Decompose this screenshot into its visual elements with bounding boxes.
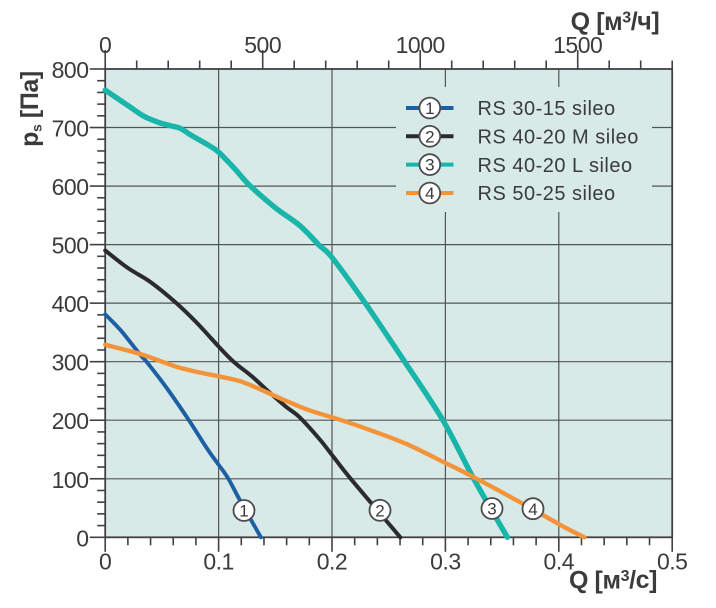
svg-text:0: 0	[99, 32, 111, 58]
svg-text:RS 40-20 M sileo: RS 40-20 M sileo	[478, 127, 639, 149]
svg-text:2: 2	[425, 127, 434, 146]
svg-text:3: 3	[425, 156, 434, 175]
svg-text:0.1: 0.1	[203, 549, 233, 575]
svg-text:Q [м3/с]: Q [м3/с]	[569, 566, 657, 594]
svg-text:RS 50-25 sileo: RS 50-25 sileo	[478, 183, 616, 205]
svg-text:500: 500	[244, 32, 281, 58]
svg-text:600: 600	[52, 174, 89, 200]
svg-text:0.5: 0.5	[657, 549, 687, 575]
svg-text:500: 500	[52, 233, 89, 259]
svg-text:0.3: 0.3	[430, 549, 460, 575]
svg-text:100: 100	[52, 467, 89, 493]
svg-text:1: 1	[425, 99, 434, 118]
svg-text:Q [м3/ч]: Q [м3/ч]	[571, 8, 660, 36]
svg-text:4: 4	[425, 184, 434, 203]
svg-text:0: 0	[76, 525, 88, 551]
svg-text:RS 40-20 L sileo: RS 40-20 L sileo	[478, 155, 633, 177]
svg-text:1: 1	[239, 502, 248, 521]
svg-text:400: 400	[52, 291, 89, 317]
svg-text:300: 300	[52, 350, 89, 376]
svg-text:700: 700	[52, 116, 89, 142]
svg-text:0.4: 0.4	[544, 549, 575, 575]
svg-text:1500: 1500	[553, 32, 602, 58]
svg-text:800: 800	[52, 57, 89, 83]
svg-text:3: 3	[487, 500, 496, 519]
svg-text:RS 30-15 sileo: RS 30-15 sileo	[478, 98, 616, 120]
svg-text:0.2: 0.2	[317, 549, 347, 575]
svg-text:2: 2	[375, 501, 384, 520]
svg-text:200: 200	[52, 408, 89, 434]
svg-text:0: 0	[99, 549, 111, 575]
svg-text:ps [Па]: ps [Па]	[16, 71, 45, 147]
svg-text:4: 4	[528, 500, 537, 519]
svg-text:1000: 1000	[396, 32, 445, 58]
